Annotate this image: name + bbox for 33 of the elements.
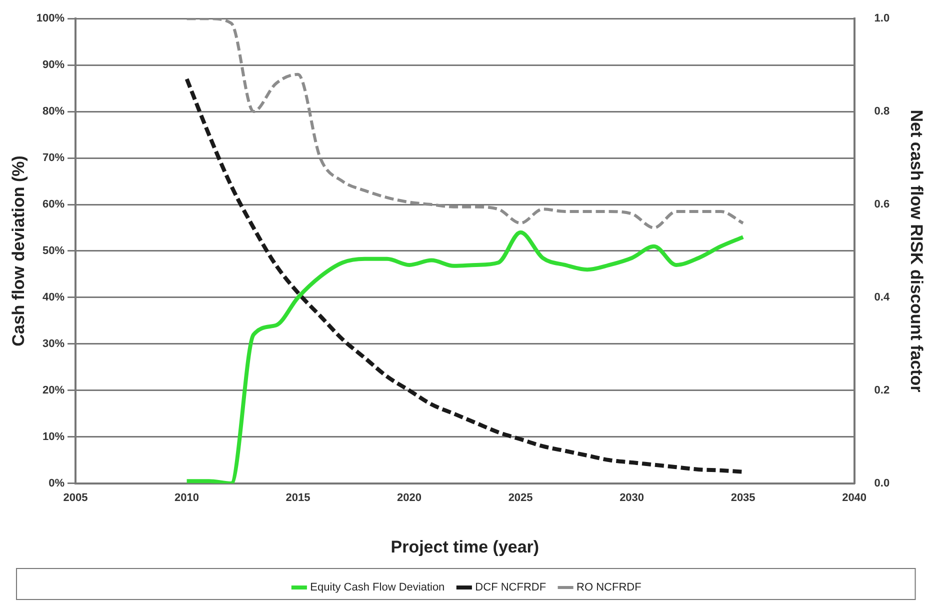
y-tick-label: 70%	[42, 152, 65, 164]
line-series	[184, 230, 746, 484]
y2-tick-label: 1.0	[874, 12, 890, 25]
line-series	[185, 18, 745, 230]
legend-label: RO NCFRDF	[576, 582, 642, 594]
x-tick-label: 2005	[63, 492, 88, 504]
y-tick-label: 80%	[42, 106, 65, 118]
legend-label: DCF NCFRDF	[475, 582, 546, 594]
y-tick-label: 50%	[42, 245, 65, 258]
y-tick-label: 0%	[48, 477, 65, 490]
y-tick-label: 20%	[42, 384, 65, 396]
y2-axis-title: Net cash flow RISK discount factor	[907, 110, 926, 393]
x-tick-label: 2035	[730, 492, 756, 504]
x-tick-label: 2025	[508, 492, 533, 504]
x-tick-label: 2040	[842, 492, 867, 504]
x-tick-label: 2020	[397, 492, 422, 504]
y-tick-label: 100%	[36, 12, 65, 25]
y2-tick-label: 0.2	[874, 384, 890, 396]
y2-tick-label: 0.8	[874, 106, 890, 118]
legend-label: Equity Cash Flow Deviation	[310, 582, 445, 594]
y-tick-label: 90%	[42, 59, 65, 72]
y2-tick-label: 0.4	[874, 292, 890, 304]
y-tick-label: 40%	[42, 292, 65, 304]
y-tick-label: 10%	[42, 430, 65, 443]
y2-tick-label: 0.6	[874, 198, 890, 211]
x-tick-label: 2015	[286, 492, 310, 504]
x-axis-title: Project time (year)	[390, 537, 540, 556]
y-tick-label: 30%	[42, 338, 65, 350]
y-tick-label: 60%	[42, 198, 65, 211]
y2-tick-label: 0.0	[874, 477, 890, 490]
y-axis-title: Cash flow deviation (%)	[8, 156, 28, 346]
x-tick-label: 2030	[620, 492, 644, 504]
x-tick-label: 2010	[174, 492, 200, 504]
